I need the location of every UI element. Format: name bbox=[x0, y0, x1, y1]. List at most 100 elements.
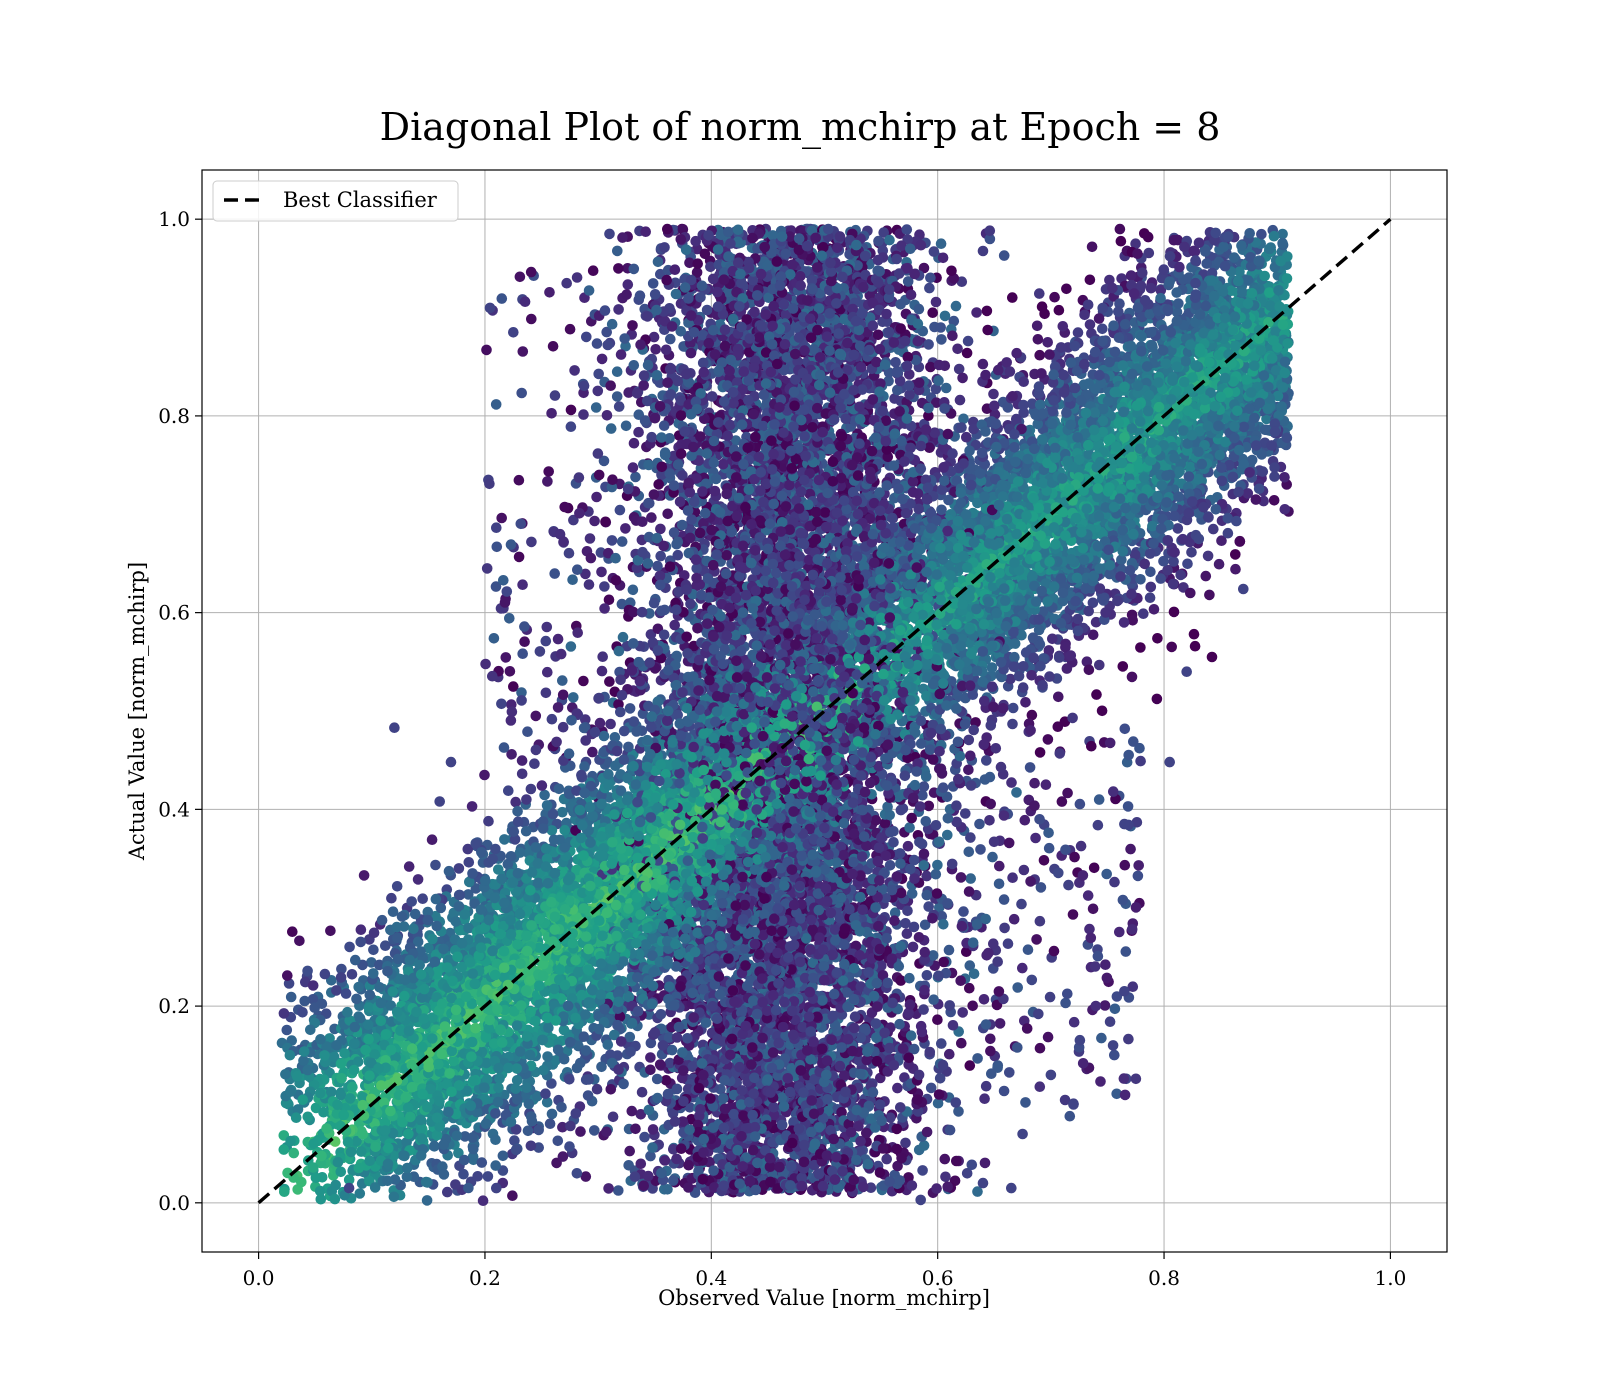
scatter-point bbox=[1035, 882, 1047, 893]
scatter-point bbox=[1004, 1067, 1015, 1078]
scatter-point bbox=[563, 547, 575, 559]
scatter-point bbox=[583, 285, 595, 296]
scatter-point bbox=[636, 1086, 648, 1098]
scatter-point bbox=[294, 935, 305, 947]
scatter-point bbox=[995, 761, 1007, 773]
scatter-point bbox=[917, 1165, 928, 1176]
scatter-point bbox=[606, 535, 618, 546]
scatter-point bbox=[988, 836, 1000, 848]
chart-title: Diagonal Plot of norm_mchirp at Epoch = … bbox=[380, 105, 1221, 150]
scatter-point bbox=[925, 272, 936, 284]
scatter-point bbox=[940, 382, 952, 394]
scatter-point bbox=[1061, 283, 1072, 295]
scatter-point bbox=[958, 906, 969, 917]
scatter-point bbox=[1114, 926, 1125, 938]
scatter-point bbox=[1042, 734, 1054, 745]
scatter-point bbox=[1034, 915, 1046, 927]
scatter-point bbox=[325, 925, 336, 937]
scatter-point bbox=[1119, 859, 1131, 871]
scatter-point bbox=[561, 277, 572, 289]
scatter-point bbox=[1012, 982, 1023, 993]
scatter-point bbox=[544, 1118, 556, 1129]
scatter-point bbox=[979, 1093, 990, 1104]
scatter-point bbox=[963, 734, 975, 746]
scatter-point bbox=[1094, 659, 1105, 671]
scatter-point bbox=[935, 238, 947, 249]
scatter-point bbox=[1024, 762, 1036, 773]
scatter-point bbox=[930, 296, 942, 308]
scatter-point bbox=[627, 584, 639, 596]
scatter-point bbox=[1230, 549, 1241, 560]
scatter-point bbox=[463, 857, 475, 868]
scatter-point bbox=[1087, 629, 1099, 641]
scatter-point bbox=[592, 385, 604, 397]
scatter-point bbox=[597, 651, 608, 662]
scatter-point bbox=[1145, 581, 1157, 593]
scatter-point bbox=[491, 541, 503, 553]
scatter-point bbox=[529, 758, 540, 769]
scatter-point bbox=[1096, 705, 1108, 717]
scatter-point bbox=[923, 339, 934, 350]
scatter-point bbox=[610, 552, 621, 564]
scatter-point bbox=[564, 323, 576, 335]
scatter-point bbox=[458, 1168, 469, 1180]
scatter-point bbox=[564, 1141, 575, 1152]
scatter-point bbox=[1068, 1016, 1080, 1028]
scatter-point bbox=[960, 808, 971, 819]
scatter-point bbox=[918, 860, 930, 871]
scatter-point bbox=[1117, 894, 1129, 906]
scatter-point bbox=[1099, 1000, 1111, 1011]
scatter-point bbox=[621, 289, 632, 300]
scatter-point bbox=[900, 1137, 911, 1149]
scatter-point bbox=[580, 1171, 592, 1182]
scatter-point bbox=[278, 1008, 290, 1019]
scatter-point bbox=[1044, 671, 1055, 682]
scatter-point bbox=[984, 815, 995, 826]
scatter-point bbox=[546, 1108, 558, 1120]
scatter-point bbox=[1007, 872, 1018, 883]
scatter-point bbox=[965, 873, 976, 884]
scatter-point bbox=[1200, 570, 1212, 582]
scatter-point bbox=[481, 344, 492, 356]
scatter-points bbox=[276, 223, 1294, 1206]
scatter-point bbox=[593, 692, 605, 704]
scatter-point bbox=[1144, 592, 1156, 603]
scatter-point bbox=[507, 1190, 518, 1201]
scatter-point bbox=[934, 902, 945, 913]
scatter-point bbox=[957, 1007, 968, 1018]
scatter-point bbox=[565, 404, 577, 416]
scatter-point bbox=[525, 783, 537, 795]
scatter-point bbox=[1115, 235, 1127, 247]
scatter-point bbox=[1007, 718, 1018, 730]
scatter-point bbox=[541, 621, 553, 633]
scatter-point bbox=[1017, 962, 1028, 974]
scatter-point bbox=[622, 279, 634, 290]
scatter-point bbox=[994, 860, 1005, 872]
scatter-point bbox=[412, 874, 424, 885]
scatter-point bbox=[961, 347, 973, 359]
scatter-point bbox=[648, 597, 660, 609]
scatter-point bbox=[614, 504, 626, 516]
scatter-point bbox=[582, 1090, 594, 1101]
scatter-point bbox=[901, 224, 913, 235]
scatter-point bbox=[491, 522, 502, 533]
scatter-point bbox=[1008, 913, 1020, 925]
scatter-point bbox=[605, 718, 616, 730]
scatter-point bbox=[648, 331, 660, 343]
scatter-point bbox=[503, 785, 514, 796]
scatter-point bbox=[988, 388, 999, 400]
scatter-point bbox=[496, 512, 508, 524]
scatter-point bbox=[903, 1172, 914, 1183]
scatter-point bbox=[647, 278, 659, 289]
scatter-point bbox=[522, 726, 533, 737]
scatter-point bbox=[479, 769, 490, 781]
scatter-point bbox=[1213, 558, 1225, 570]
scatter-point bbox=[534, 646, 546, 657]
scatter-point bbox=[358, 870, 370, 881]
scatter-point bbox=[1064, 1110, 1076, 1122]
scatter-point bbox=[1022, 944, 1034, 955]
scatter-point bbox=[994, 1018, 1006, 1029]
scatter-point bbox=[967, 1000, 978, 1012]
scatter-point bbox=[1026, 709, 1038, 721]
scatter-point bbox=[601, 326, 612, 338]
